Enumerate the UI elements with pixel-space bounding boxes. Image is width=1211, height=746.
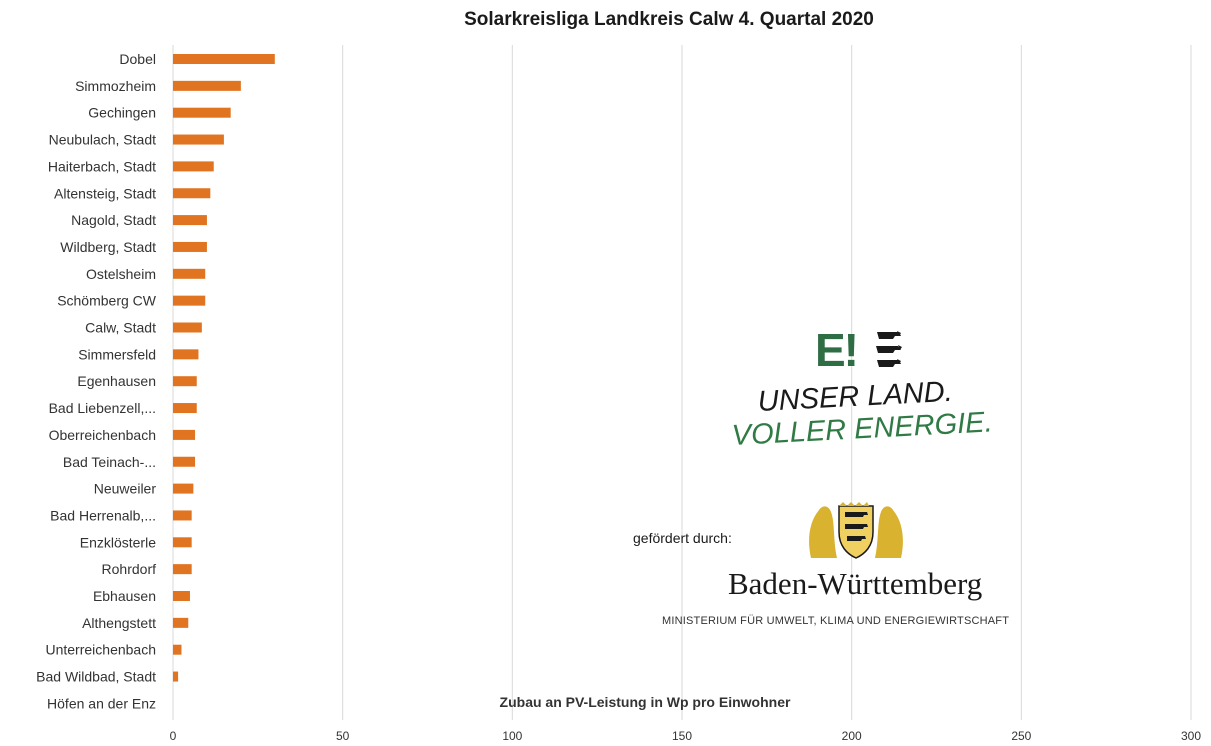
category-label-17: Bad Herrenalb,...	[50, 507, 156, 523]
bars	[173, 54, 275, 682]
category-label-16: Neuweiler	[94, 481, 157, 497]
category-label-1: Simmozheim	[75, 78, 156, 94]
x-tick-label-4: 200	[842, 729, 862, 743]
category-label-20: Ebhausen	[93, 588, 156, 604]
bar-1	[173, 80, 241, 91]
coat-of-arms-icon	[809, 502, 903, 559]
bar-16	[173, 483, 194, 494]
category-label-22: Unterreichenbach	[45, 642, 156, 658]
bar-19	[173, 564, 192, 575]
category-label-15: Bad Teinach-...	[63, 454, 156, 470]
category-label-23: Bad Wildbad, Stadt	[36, 669, 156, 685]
bar-14	[173, 429, 196, 440]
category-label-2: Gechingen	[88, 105, 156, 121]
bar-17	[173, 510, 192, 521]
category-label-8: Ostelsheim	[86, 266, 156, 282]
category-label-21: Althengstett	[82, 615, 156, 631]
bar-7	[173, 241, 207, 252]
bar-21	[173, 617, 189, 628]
category-label-9: Schömberg CW	[57, 293, 157, 309]
x-tick-label-0: 0	[170, 729, 177, 743]
bar-3	[173, 134, 224, 145]
energy-campaign-logo: E! UNSER LAND. VOLLER ENERGIE.	[731, 322, 1015, 462]
category-label-19: Rohrdorf	[102, 561, 157, 577]
bar-10	[173, 322, 202, 333]
category-label-10: Calw, Stadt	[85, 320, 156, 336]
bar-11	[173, 349, 199, 360]
bar-22	[173, 644, 182, 655]
bar-2	[173, 107, 231, 118]
state-name-wordmark: Baden-Württemberg	[728, 566, 983, 601]
category-label-11: Simmersfeld	[78, 346, 156, 362]
bar-15	[173, 456, 196, 467]
energy-mark: E!	[815, 324, 859, 376]
bar-6	[173, 215, 207, 226]
bar-23	[173, 671, 179, 682]
x-tick-label-3: 150	[672, 729, 692, 743]
category-label-0: Dobel	[119, 51, 156, 67]
category-label-12: Egenhausen	[77, 373, 156, 389]
ministry-name: MINISTERIUM FÜR UMWELT, KLIMA UND ENERGI…	[662, 615, 1010, 627]
funded-by-label: gefördert durch:	[633, 530, 732, 546]
bar-8	[173, 268, 206, 279]
bar-9	[173, 295, 206, 306]
x-tick-label-6: 300	[1181, 729, 1201, 743]
category-label-13: Bad Liebenzell,...	[49, 400, 156, 416]
bar-5	[173, 188, 211, 199]
bar-12	[173, 376, 197, 387]
category-labels: Dobel Simmozheim Gechingen Neubulach, Stadt…	[36, 51, 157, 711]
chart-title: Solarkreisliga Landkreis Calw 4. Quartal…	[464, 9, 874, 30]
bar-20	[173, 591, 190, 601]
three-lions-icon	[876, 331, 902, 367]
category-label-7: Wildberg, Stadt	[60, 239, 156, 255]
x-tick-label-1: 50	[336, 729, 350, 743]
category-label-24: Höfen an der Enz	[47, 695, 156, 711]
category-label-14: Oberreichenbach	[49, 427, 156, 443]
category-label-6: Nagold, Stadt	[71, 212, 156, 228]
bar-13	[173, 403, 197, 414]
x-axis-ticks: 0 50 100 150 200 250 300	[170, 729, 1202, 743]
bar-0	[173, 54, 275, 64]
x-tick-label-5: 250	[1011, 729, 1031, 743]
category-label-3: Neubulach, Stadt	[49, 132, 157, 148]
category-label-5: Altensteig, Stadt	[54, 185, 156, 201]
gridlines	[172, 45, 1192, 720]
bar-4	[173, 161, 214, 172]
bar-18	[173, 537, 192, 548]
category-label-18: Enzklösterle	[80, 534, 156, 550]
x-tick-label-2: 100	[502, 729, 522, 743]
category-label-4: Haiterbach, Stadt	[48, 158, 156, 174]
